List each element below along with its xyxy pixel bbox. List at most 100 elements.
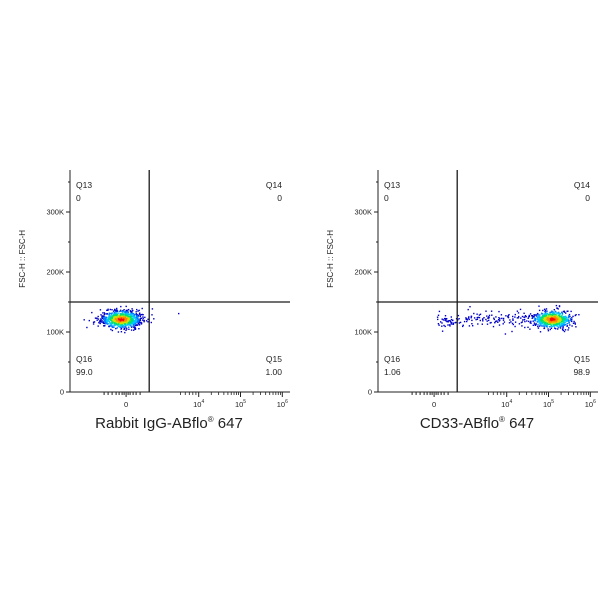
- event-point: [530, 322, 532, 324]
- event-point: [449, 325, 451, 327]
- event-point: [557, 312, 559, 314]
- event-point: [566, 320, 569, 322]
- event-point: [556, 319, 558, 322]
- quadrant-value: 0: [585, 193, 590, 203]
- event-point: [449, 320, 451, 322]
- event-point: [536, 312, 539, 315]
- event-point: [452, 319, 454, 321]
- event-point: [499, 319, 501, 321]
- event-point: [141, 307, 143, 310]
- event-point: [127, 326, 130, 328]
- quadrant-name: Q16: [76, 354, 92, 364]
- event-point: [118, 318, 120, 320]
- event-point: [109, 325, 111, 327]
- event-point: [549, 319, 551, 322]
- event-point: [532, 316, 534, 318]
- event-point: [124, 321, 126, 324]
- event-point: [101, 317, 104, 320]
- event-point: [545, 310, 548, 313]
- event-point: [113, 326, 115, 328]
- event-point: [437, 323, 440, 325]
- event-point: [514, 325, 516, 328]
- event-point: [555, 323, 558, 325]
- event-point: [129, 311, 132, 313]
- event-point: [562, 310, 565, 313]
- event-point: [103, 325, 106, 327]
- event-point: [126, 313, 129, 315]
- event-point: [471, 323, 473, 325]
- event-point: [133, 314, 135, 317]
- event-point: [529, 313, 532, 315]
- event-point: [550, 322, 553, 325]
- event-point: [570, 310, 572, 313]
- event-point: [130, 322, 132, 324]
- event-point: [104, 317, 107, 319]
- event-point: [444, 319, 446, 321]
- x-axis-label: Rabbit IgG-ABflo® 647: [95, 415, 243, 432]
- event-point: [548, 322, 550, 324]
- event-point: [108, 315, 110, 317]
- event-point: [113, 324, 115, 326]
- event-point: [502, 319, 505, 321]
- event-point: [107, 320, 110, 322]
- event-point: [116, 321, 118, 323]
- event-point: [538, 309, 541, 312]
- event-point: [547, 330, 550, 332]
- event-point: [132, 316, 134, 318]
- event-point: [127, 318, 129, 320]
- event-point: [517, 317, 520, 319]
- x-tick-label: 106: [585, 399, 596, 409]
- event-point: [567, 329, 569, 331]
- event-point: [112, 326, 114, 328]
- quadrant-name: Q13: [384, 180, 400, 190]
- event-point: [547, 328, 549, 330]
- event-point: [493, 318, 495, 321]
- event-point: [131, 326, 133, 328]
- event-point: [147, 321, 149, 323]
- event-point: [486, 315, 488, 317]
- event-point: [563, 320, 566, 322]
- event-point: [557, 308, 559, 310]
- event-point: [546, 325, 549, 327]
- event-point: [117, 315, 120, 318]
- event-point: [126, 324, 128, 326]
- event-point: [568, 315, 570, 318]
- event-point: [118, 320, 121, 322]
- event-point: [495, 316, 497, 318]
- event-point: [462, 325, 464, 328]
- quadrant-value: 98.9: [573, 367, 590, 377]
- event-point: [529, 328, 531, 330]
- event-point: [470, 317, 472, 319]
- event-point: [454, 322, 456, 324]
- event-point: [552, 323, 555, 325]
- event-point: [124, 317, 127, 319]
- event-point: [486, 323, 489, 325]
- event-point: [560, 318, 562, 320]
- event-point: [562, 321, 564, 323]
- event-point: [565, 315, 567, 318]
- event-point: [103, 312, 106, 314]
- event-point: [131, 308, 133, 310]
- event-point: [437, 318, 439, 321]
- event-point: [560, 325, 563, 327]
- event-point: [91, 311, 93, 314]
- event-point: [548, 323, 550, 325]
- event-point: [535, 315, 538, 318]
- event-point: [548, 321, 550, 323]
- event-point: [558, 320, 561, 322]
- event-point: [559, 313, 561, 316]
- quadrant-name: Q15: [574, 354, 590, 364]
- event-point: [547, 318, 549, 321]
- event-point: [107, 323, 109, 325]
- event-point: [121, 326, 124, 328]
- event-point: [560, 324, 562, 327]
- event-point: [123, 328, 125, 331]
- event-point: [133, 319, 135, 322]
- event-point: [120, 331, 123, 333]
- event-point: [568, 320, 570, 322]
- event-point: [109, 319, 111, 321]
- event-point: [138, 328, 140, 330]
- event-point: [135, 314, 137, 316]
- event-point: [103, 320, 106, 322]
- event-point: [543, 327, 545, 330]
